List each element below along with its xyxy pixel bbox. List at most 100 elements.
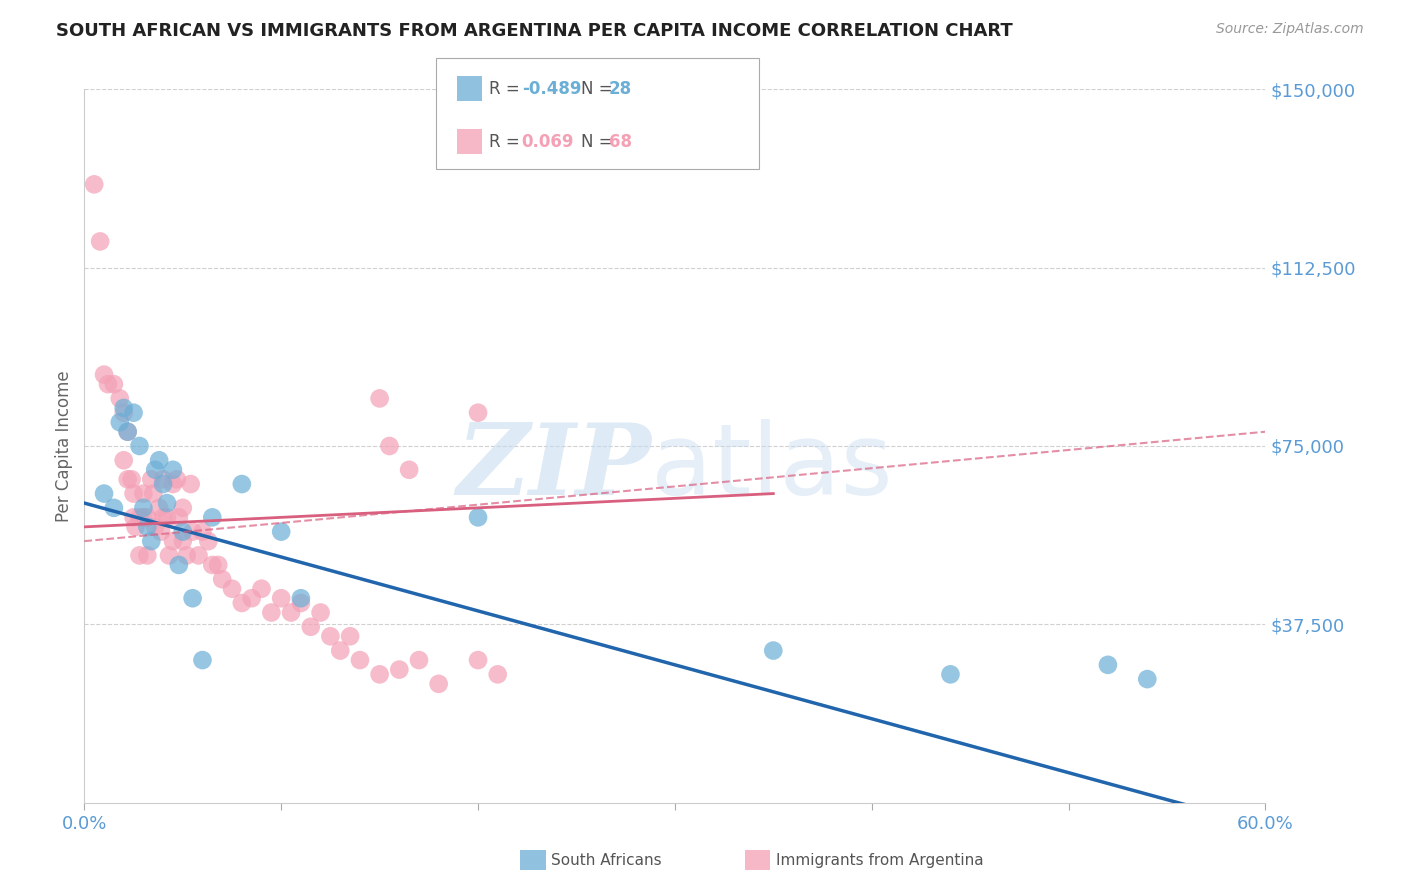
Point — [112, 406, 135, 420]
Point — [290, 591, 312, 606]
Point — [240, 591, 263, 606]
Point — [167, 558, 190, 572]
Point — [467, 406, 489, 420]
Point — [319, 629, 342, 643]
Point — [280, 606, 302, 620]
Point — [136, 549, 159, 563]
Point — [103, 500, 125, 515]
Point — [270, 524, 292, 539]
Point — [122, 406, 145, 420]
Text: 0.069: 0.069 — [522, 133, 574, 151]
Point — [141, 534, 163, 549]
Text: Source: ZipAtlas.com: Source: ZipAtlas.com — [1216, 22, 1364, 37]
Point — [128, 549, 150, 563]
Point — [167, 510, 190, 524]
Point — [427, 677, 450, 691]
Point — [136, 510, 159, 524]
Point — [187, 549, 209, 563]
Point — [162, 477, 184, 491]
Point — [176, 549, 198, 563]
Point — [172, 500, 194, 515]
Point — [207, 558, 229, 572]
Point — [117, 425, 139, 439]
Text: R =: R = — [489, 133, 526, 151]
Point — [162, 534, 184, 549]
Point — [148, 500, 170, 515]
Point — [197, 534, 219, 549]
Point — [122, 510, 145, 524]
Point — [152, 472, 174, 486]
Point — [83, 178, 105, 192]
Point — [132, 510, 155, 524]
Point — [349, 653, 371, 667]
Point — [108, 392, 131, 406]
Point — [128, 510, 150, 524]
Point — [181, 591, 204, 606]
Point — [132, 500, 155, 515]
Point — [339, 629, 361, 643]
Text: Immigrants from Argentina: Immigrants from Argentina — [776, 854, 984, 868]
Point — [467, 653, 489, 667]
Point — [93, 486, 115, 500]
Point — [121, 472, 143, 486]
Point — [398, 463, 420, 477]
Point — [117, 425, 139, 439]
Point — [260, 606, 283, 620]
Point — [939, 667, 962, 681]
Point — [89, 235, 111, 249]
Point — [486, 667, 509, 681]
Point — [191, 524, 214, 539]
Point — [368, 667, 391, 681]
Point — [250, 582, 273, 596]
Point — [143, 463, 166, 477]
Point — [152, 477, 174, 491]
Point — [1097, 657, 1119, 672]
Point — [156, 510, 179, 524]
Point — [290, 596, 312, 610]
Point — [93, 368, 115, 382]
Point — [166, 472, 188, 486]
Text: -0.489: -0.489 — [522, 79, 581, 97]
Y-axis label: Per Capita Income: Per Capita Income — [55, 370, 73, 522]
Point — [201, 510, 224, 524]
Point — [112, 401, 135, 415]
Point — [762, 643, 785, 657]
Point — [299, 620, 322, 634]
Text: N =: N = — [581, 79, 617, 97]
Point — [108, 415, 131, 429]
Point — [270, 591, 292, 606]
Text: 28: 28 — [609, 79, 631, 97]
Point — [180, 477, 202, 491]
Point — [136, 520, 159, 534]
Point — [1136, 672, 1159, 686]
Point — [128, 439, 150, 453]
Text: N =: N = — [581, 133, 617, 151]
Point — [191, 653, 214, 667]
Text: R =: R = — [489, 79, 526, 97]
Point — [103, 377, 125, 392]
Text: SOUTH AFRICAN VS IMMIGRANTS FROM ARGENTINA PER CAPITA INCOME CORRELATION CHART: SOUTH AFRICAN VS IMMIGRANTS FROM ARGENTI… — [56, 22, 1012, 40]
Point — [181, 524, 204, 539]
Point — [467, 510, 489, 524]
Point — [388, 663, 411, 677]
Text: atlas: atlas — [651, 419, 893, 516]
Point — [408, 653, 430, 667]
Point — [132, 486, 155, 500]
Point — [231, 596, 253, 610]
Point — [211, 572, 233, 586]
Point — [142, 486, 165, 500]
Point — [152, 510, 174, 524]
Point — [201, 558, 224, 572]
Text: 68: 68 — [609, 133, 631, 151]
Text: ZIP: ZIP — [457, 419, 651, 516]
Point — [117, 472, 139, 486]
Point — [231, 477, 253, 491]
Point — [172, 534, 194, 549]
Point — [162, 463, 184, 477]
Text: South Africans: South Africans — [551, 854, 662, 868]
Point — [141, 472, 163, 486]
Point — [124, 520, 146, 534]
Point — [157, 549, 180, 563]
Point — [150, 524, 173, 539]
Point — [221, 582, 243, 596]
